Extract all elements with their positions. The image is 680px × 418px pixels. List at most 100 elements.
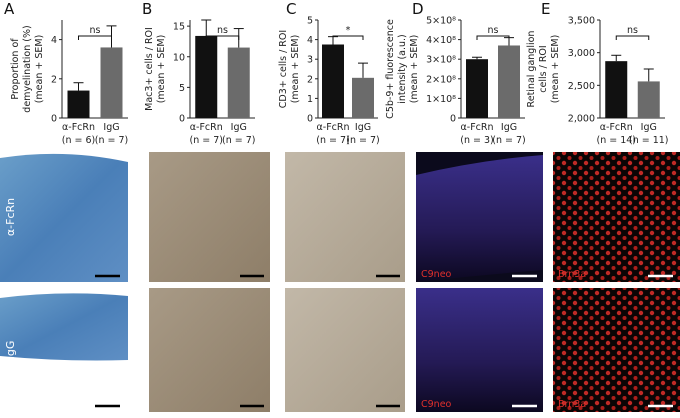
x-tick-label: IgG [501, 122, 517, 133]
x-tick-label: α-FcRn [461, 122, 494, 133]
significance-label: ns [217, 25, 228, 36]
image [149, 152, 270, 282]
x-tick-note: (n = 3) [460, 135, 493, 146]
significance-label: ns [627, 25, 638, 36]
x-tick-label: α-FcRn [600, 122, 633, 133]
y-tick-label: 3×10⁸ [426, 55, 456, 66]
panel-letter: E [541, 0, 550, 18]
x-tick-note: (n = 7) [190, 135, 223, 146]
bar [498, 45, 520, 119]
bar [195, 35, 218, 118]
bar [227, 47, 250, 118]
image [416, 288, 543, 412]
y-axis-label: demyelination (%) [22, 25, 33, 112]
x-tick-label: α-FcRn [190, 122, 223, 133]
chart: D C5b-9+ fluorescence intensity (a.u.) (mea… [385, 0, 526, 146]
y-axis-label: (mean + SEM) [290, 35, 301, 104]
scale-bars [95, 274, 673, 408]
y-tick-label: 5×10⁸ [426, 16, 456, 27]
y-tick-label: 3,500 [568, 16, 595, 27]
x-tick-label: IgG [355, 122, 371, 133]
significance-bracket [205, 35, 240, 40]
x-tick-note: (n = 6) [62, 135, 95, 146]
stain-label: Brn3a [558, 399, 586, 410]
y-tick-label: 1×10⁸ [426, 94, 456, 105]
y-axis-label: Retinal ganglion [526, 31, 537, 108]
bar [466, 59, 488, 118]
image [416, 155, 543, 282]
chart: C CD3+ cells / ROI (mean + SEM) 0 1 2 3 4 5 α-FcR… [278, 0, 380, 146]
y-tick-label: 5 [179, 83, 185, 94]
y-tick-label: 3,000 [568, 48, 595, 59]
y-tick-label: 0 [450, 114, 456, 125]
bar [100, 47, 123, 118]
micrographs: α-FcRn IgG C9neo Brn3a C9neo Brn3a [0, 152, 680, 412]
y-tick-label: 0 [51, 114, 57, 125]
image [553, 288, 680, 412]
stain-label: Brn3a [558, 269, 586, 280]
significance-bracket [332, 35, 364, 40]
image [285, 288, 405, 412]
x-tick-note: (n = 14) [596, 135, 636, 146]
y-axis-label: cells / ROI [538, 45, 549, 92]
x-tick-note: (n = 7) [95, 135, 128, 146]
y-tick-label: 2 [51, 74, 57, 85]
significance-label: ns [90, 25, 101, 36]
y-axis-label: (mean + SEM) [156, 35, 167, 104]
x-tick-label: IgG [641, 122, 657, 133]
y-axis-label: (mean + SEM) [34, 35, 45, 104]
x-tick-note: (n = 7) [346, 135, 379, 146]
image [0, 293, 128, 361]
y-tick-label: 2 [307, 74, 313, 85]
y-axis-label: (mean + SEM) [550, 35, 561, 104]
x-tick-label: IgG [103, 122, 119, 133]
significance-label: * [346, 25, 351, 36]
y-axis-label: intensity (a.u.) [397, 34, 408, 104]
y-axis-label: CD3+ cells / ROI [278, 30, 289, 108]
bar [352, 77, 374, 118]
chart: B Mac3+ cells / ROI (mean + SEM) 0 5 10 15 α-Fc… [142, 0, 255, 146]
y-tick-label: 2×10⁸ [426, 74, 456, 85]
x-tick-label: IgG [231, 122, 247, 133]
y-axis-label: Mac3+ cells / ROI [144, 27, 155, 111]
y-tick-label: 1 [307, 94, 313, 105]
bar [605, 61, 628, 118]
stain-label: C9neo [421, 269, 452, 280]
significance-label: ns [488, 25, 499, 36]
y-tick-label: 4 [307, 35, 313, 46]
x-tick-label: α-FcRn [317, 122, 350, 133]
chart: E Retinal ganglion cells / ROI (mean + SEM)… [526, 0, 669, 146]
y-tick-label: 2,500 [568, 81, 595, 92]
image [0, 153, 128, 282]
image [285, 152, 405, 282]
significance-bracket [615, 35, 650, 40]
y-tick-label: 0 [307, 114, 313, 125]
panel-letter: B [142, 0, 152, 18]
image [149, 288, 270, 412]
y-tick-label: 15 [173, 22, 185, 33]
x-tick-note: (n = 7) [316, 135, 349, 146]
image [553, 152, 680, 282]
y-tick-label: 0 [179, 114, 185, 125]
y-axis-label: C5b-9+ fluorescence [385, 19, 396, 119]
y-axis-label: (mean + SEM) [409, 35, 420, 104]
x-tick-note: (n = 11) [629, 135, 669, 146]
bar [67, 90, 90, 118]
row-label: α-FcRn [4, 198, 17, 236]
x-tick-note: (n = 7) [492, 135, 525, 146]
significance-bracket [476, 35, 510, 40]
stain-label: C9neo [421, 399, 452, 410]
y-tick-label: 2,000 [568, 114, 595, 125]
x-tick-label: α-FcRn [62, 122, 95, 133]
chart: A Proportion of demyelination (%) (mean + S… [4, 0, 128, 146]
row-label: IgG [4, 341, 17, 360]
bar [322, 44, 344, 118]
y-tick-label: 4×10⁸ [426, 35, 456, 46]
panel-letter: D [412, 0, 424, 18]
panel-letter: A [4, 0, 15, 18]
y-tick-label: 3 [307, 55, 313, 66]
bar [637, 81, 660, 118]
y-tick-label: 10 [173, 52, 185, 63]
x-tick-note: (n = 7) [222, 135, 255, 146]
